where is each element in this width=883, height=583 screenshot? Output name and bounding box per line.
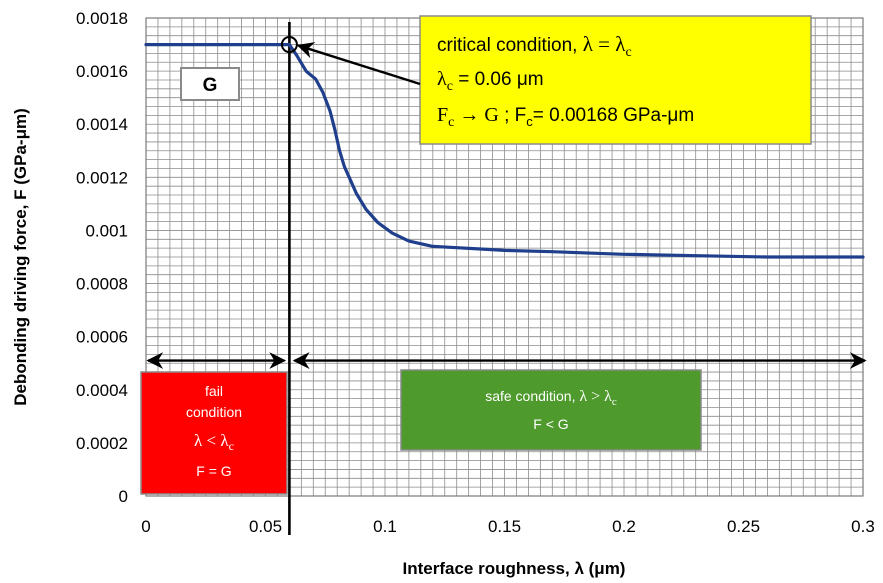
critical-box-line3: Fc → G ; Fc= 0.00168 GPa-μm bbox=[437, 104, 694, 130]
x-tick-label: 0.1 bbox=[373, 517, 397, 536]
x-tick-label: 0.3 bbox=[851, 517, 875, 536]
x-tick-label: 0.25 bbox=[727, 517, 760, 536]
safe-condition-box: safe condition, λ > λc F < G bbox=[400, 369, 702, 451]
fail-box-line1: fail bbox=[205, 383, 223, 399]
x-axis-title: Interface roughness, λ (μm) bbox=[403, 559, 626, 578]
chart-marks bbox=[144, 22, 867, 535]
x-tick-label: 0.05 bbox=[249, 517, 282, 536]
y-axis-title: Debonding driving force, F (GPa-μm) bbox=[11, 108, 30, 406]
y-tick-label: 0.0004 bbox=[76, 381, 128, 400]
fail-box-condition: λ < λc bbox=[194, 431, 234, 453]
y-tick-label: 0.0002 bbox=[76, 434, 128, 453]
fail-box-line4: F = G bbox=[196, 463, 231, 479]
y-tick-label: 0.0006 bbox=[76, 328, 128, 347]
y-tick-label: 0.0012 bbox=[76, 168, 128, 187]
safe-box-background bbox=[400, 369, 702, 451]
y-tick-label: 0.0018 bbox=[76, 9, 128, 28]
critical-box-line2: λc = 0.06 μm bbox=[437, 68, 544, 94]
series-line bbox=[144, 42, 865, 259]
critical-pointer-arrow bbox=[296, 42, 421, 86]
critical-condition-box: critical condition, λ = λc λc = 0.06 μm … bbox=[419, 15, 812, 145]
safe-box-line2: F < G bbox=[533, 416, 568, 432]
g-label-background bbox=[180, 67, 240, 101]
critical-box-line1: critical condition, λ = λc bbox=[437, 32, 632, 60]
x-tick-label: 0 bbox=[141, 517, 150, 536]
y-tick-label: 0.001 bbox=[85, 221, 128, 240]
critical-box-background bbox=[419, 15, 812, 145]
x-tick-label: 0.2 bbox=[612, 517, 636, 536]
y-tick-label: 0.0014 bbox=[76, 115, 128, 134]
x-tick-label: 0.15 bbox=[488, 517, 521, 536]
y-tick-label: 0 bbox=[119, 487, 128, 506]
y-tick-label: 0.0016 bbox=[76, 62, 128, 81]
g-label-box: G bbox=[180, 67, 240, 101]
fail-box-line2: condition bbox=[186, 404, 242, 420]
fail-condition-box: fail condition λ < λc F = G bbox=[140, 371, 288, 495]
y-tick-label: 0.0008 bbox=[76, 275, 128, 294]
x-tick-labels: 0 0.05 0.1 0.15 0.2 0.25 0.3 bbox=[141, 517, 875, 536]
g-label: G bbox=[203, 75, 218, 96]
safe-box-line1: safe condition, λ > λc bbox=[485, 388, 617, 408]
fail-box-background bbox=[140, 371, 288, 495]
y-tick-labels: 0 0.0002 0.0004 0.0006 0.0008 0.001 0.0012 0.00… bbox=[76, 9, 128, 506]
